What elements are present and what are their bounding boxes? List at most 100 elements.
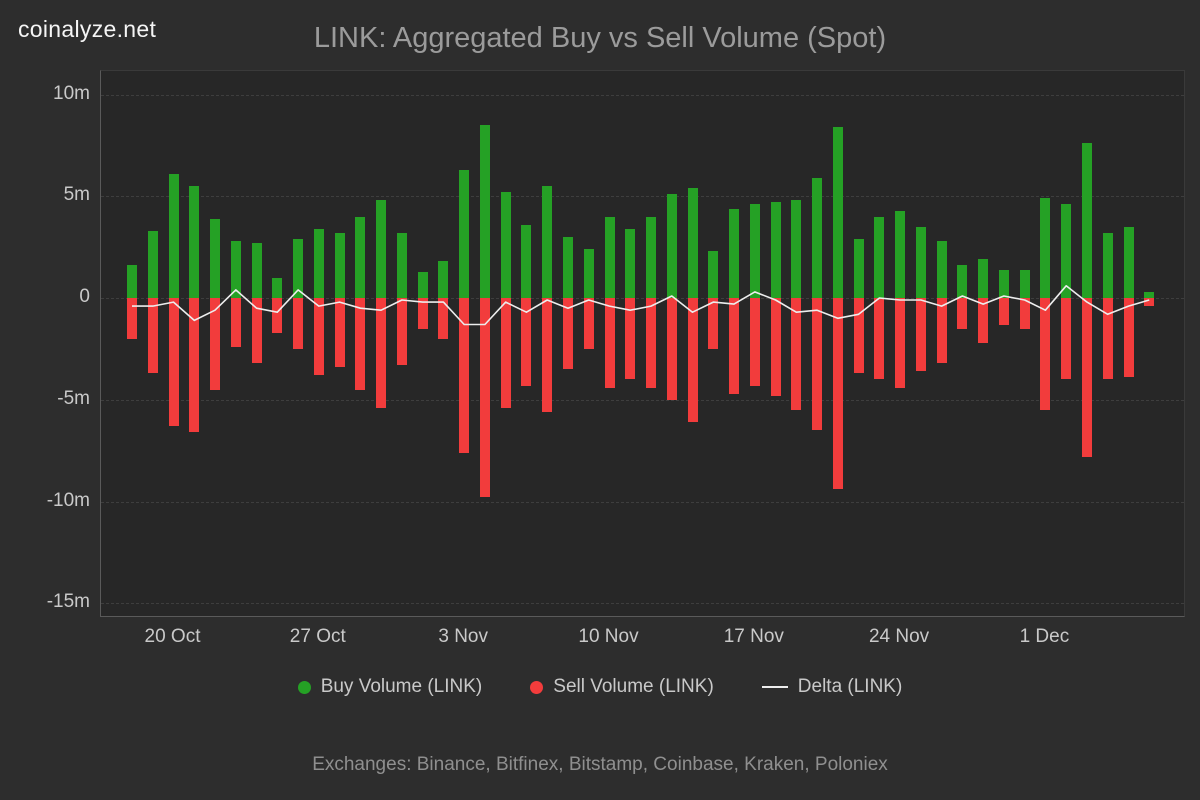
sell-volume-bar[interactable] [646,298,656,388]
buy-volume-bar[interactable] [915,226,926,298]
buy-volume-bar[interactable] [978,259,989,298]
buy-volume-bar[interactable] [230,241,241,298]
sell-volume-bar[interactable] [666,298,677,400]
legend-item-delta[interactable]: Delta (LINK) [761,676,902,698]
buy-volume-bar[interactable] [791,200,802,298]
sell-volume-bar[interactable] [1144,298,1155,307]
buy-volume-bar[interactable] [583,249,594,298]
sell-volume-bar[interactable] [1040,298,1051,410]
buy-volume-bar[interactable] [729,208,739,298]
buy-volume-bar[interactable] [895,210,906,298]
buy-volume-bar[interactable] [874,216,885,298]
sell-volume-bar[interactable] [1019,298,1030,329]
sell-volume-bar[interactable] [355,298,366,390]
buy-volume-bar[interactable] [749,204,760,298]
buy-volume-bar[interactable] [147,230,158,298]
buy-volume-bar[interactable] [396,232,407,298]
site-logo[interactable]: coinalyze.net [18,16,157,42]
buy-volume-bar[interactable] [1082,143,1092,298]
buy-volume-bar[interactable] [832,127,843,298]
sell-volume-bar[interactable] [874,298,885,380]
buy-volume-bar[interactable] [604,216,615,298]
sell-volume-bar[interactable] [812,298,823,431]
buy-volume-bar[interactable] [998,269,1009,298]
sell-volume-bar[interactable] [853,298,864,374]
sell-volume-bar[interactable] [1061,298,1072,380]
sell-volume-bar[interactable] [168,298,179,427]
buy-volume-bar[interactable] [853,239,864,298]
sell-volume-bar[interactable] [832,298,843,490]
buy-volume-bar[interactable] [189,186,200,298]
sell-volume-bar[interactable] [1102,298,1113,380]
sell-volume-bar[interactable] [729,298,739,394]
sell-volume-bar[interactable] [957,298,968,329]
sell-volume-bar[interactable] [604,298,615,388]
buy-volume-bar[interactable] [168,173,179,298]
buy-volume-bar[interactable] [957,265,968,298]
buy-volume-bar[interactable] [708,251,719,298]
sell-volume-bar[interactable] [210,298,220,390]
legend-item-sell-volume[interactable]: Sell Volume (LINK) [530,676,714,698]
buy-volume-bar[interactable] [251,243,262,298]
buy-volume-bar[interactable] [1123,226,1134,298]
sell-volume-bar[interactable] [563,298,573,370]
sell-volume-bar[interactable] [978,298,989,343]
sell-volume-bar[interactable] [749,298,760,386]
sell-volume-bar[interactable] [936,298,947,364]
buy-volume-bar[interactable] [355,216,366,298]
sell-volume-bar[interactable] [915,298,926,372]
sell-volume-bar[interactable] [791,298,802,410]
sell-volume-bar[interactable] [313,298,324,376]
buy-volume-bar[interactable] [210,218,220,298]
sell-volume-bar[interactable] [542,298,553,412]
sell-volume-bar[interactable] [189,298,200,433]
sell-volume-bar[interactable] [687,298,698,423]
buy-volume-bar[interactable] [293,239,304,298]
sell-volume-bar[interactable] [438,298,449,339]
buy-volume-bar[interactable] [770,202,781,298]
sell-volume-bar[interactable] [521,298,532,386]
buy-volume-bar[interactable] [542,186,553,298]
sell-volume-bar[interactable] [500,298,511,408]
buy-volume-bar[interactable] [563,236,573,298]
buy-volume-bar[interactable] [459,169,470,298]
sell-volume-bar[interactable] [272,298,283,333]
buy-volume-bar[interactable] [417,271,428,298]
chart-plot-area[interactable] [100,70,1185,617]
buy-volume-bar[interactable] [313,228,324,298]
buy-volume-bar[interactable] [479,125,490,298]
buy-volume-bar[interactable] [1019,269,1030,298]
buy-volume-bar[interactable] [438,261,449,298]
sell-volume-bar[interactable] [895,298,906,388]
buy-volume-bar[interactable] [521,224,532,298]
buy-volume-bar[interactable] [334,232,345,298]
sell-volume-bar[interactable] [334,298,345,368]
sell-volume-bar[interactable] [998,298,1009,325]
sell-volume-bar[interactable] [1123,298,1134,378]
sell-volume-bar[interactable] [708,298,719,349]
buy-volume-bar[interactable] [687,188,698,298]
buy-volume-bar[interactable] [936,241,947,298]
buy-volume-bar[interactable] [646,216,656,298]
buy-volume-bar[interactable] [272,277,283,299]
buy-volume-bar[interactable] [1061,204,1072,298]
buy-volume-bar[interactable] [127,265,137,298]
buy-volume-bar[interactable] [666,194,677,298]
sell-volume-bar[interactable] [417,298,428,329]
sell-volume-bar[interactable] [479,298,490,498]
sell-volume-bar[interactable] [230,298,241,347]
sell-volume-bar[interactable] [376,298,387,408]
sell-volume-bar[interactable] [459,298,470,453]
sell-volume-bar[interactable] [770,298,781,396]
legend-item-buy-volume[interactable]: Buy Volume (LINK) [297,676,482,698]
sell-volume-bar[interactable] [396,298,407,366]
buy-volume-bar[interactable] [625,228,636,298]
buy-volume-bar[interactable] [1102,232,1113,298]
sell-volume-bar[interactable] [251,298,262,364]
buy-volume-bar[interactable] [376,200,387,298]
sell-volume-bar[interactable] [583,298,594,349]
buy-volume-bar[interactable] [500,192,511,298]
sell-volume-bar[interactable] [147,298,158,374]
sell-volume-bar[interactable] [1082,298,1092,457]
sell-volume-bar[interactable] [293,298,304,349]
